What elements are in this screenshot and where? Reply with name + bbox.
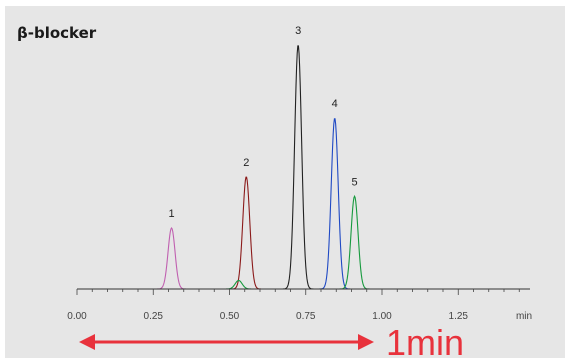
peak-label: 3	[295, 25, 301, 37]
arrow-head-right	[358, 334, 374, 350]
x-tick-label: 0.50	[220, 311, 240, 322]
peak-label: 2	[243, 157, 249, 169]
chart-panel	[5, 6, 565, 358]
peak-labels-group: 1 2 3 4 5	[168, 25, 357, 220]
peak-label: 1	[168, 208, 174, 220]
traces-group	[77, 45, 530, 290]
duration-annotation: 1min	[79, 322, 464, 363]
x-tick-label: 0.25	[144, 311, 164, 322]
x-tick-label: 1.00	[372, 311, 392, 322]
x-tick-label: 0.75	[296, 311, 316, 322]
x-tick-label: 1.25	[449, 311, 469, 322]
x-tick-label: 0.00	[67, 311, 87, 322]
peak-label: 4	[332, 98, 338, 110]
x-axis-unit-label: min	[516, 311, 532, 322]
x-ticks-group: 0.00 0.25 0.50 0.75 1.00 1.25	[67, 289, 520, 322]
chart-title: β-blocker	[17, 24, 97, 42]
arrow-head-left	[79, 334, 95, 350]
duration-label: 1min	[386, 322, 464, 363]
trace-series-3	[77, 45, 530, 290]
peak-label: 5	[351, 176, 357, 188]
trace-series-1	[77, 227, 530, 290]
